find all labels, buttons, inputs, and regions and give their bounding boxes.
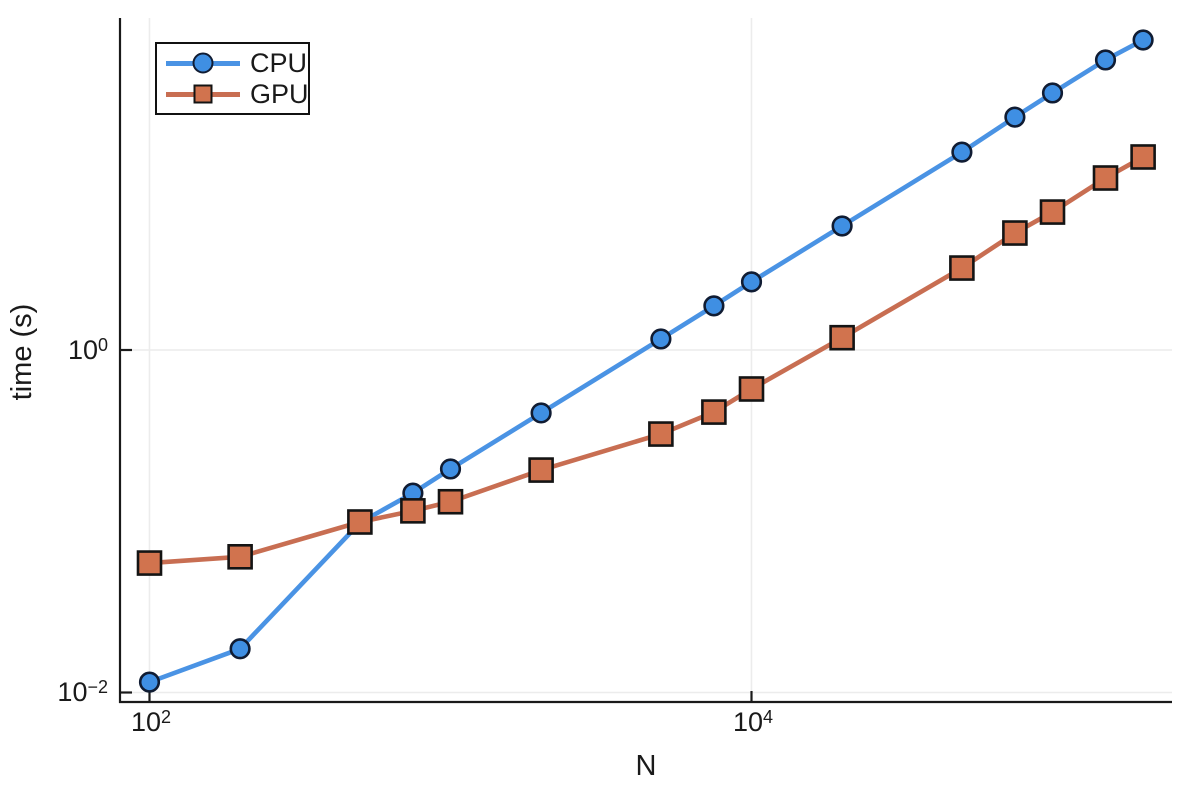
y-tick-base: 10 [57, 677, 88, 707]
x-tick-base: 10 [732, 707, 764, 737]
cpu-series-line [147, 37, 1146, 685]
cpu-data-point [138, 671, 161, 693]
gpu-data-point [136, 550, 163, 576]
gpu-data-point [400, 498, 426, 524]
y-tick-exponent: 0 [97, 335, 108, 355]
cpu-data-point [831, 215, 853, 237]
legend-label-gpu: GPU [250, 78, 309, 109]
legend-item-gpu: GPU [166, 80, 309, 108]
gpu-data-point [528, 457, 554, 483]
y-tick-label-1e0: 100 [0, 336, 108, 364]
legend: CPU GPU [155, 42, 310, 115]
gpu-square-marker-icon [193, 84, 213, 104]
cpu-circle-marker-icon [192, 52, 214, 74]
cpu-data-point [703, 295, 725, 317]
x-tick-base: 10 [130, 707, 162, 737]
gpu-series-line [147, 154, 1146, 566]
cpu-data-point [1132, 29, 1154, 51]
gpu-data-point [347, 509, 373, 535]
cpu-legend-swatch [166, 50, 240, 76]
gpu-data-point [1130, 144, 1156, 170]
x-tick-label-1e2: 102 [131, 708, 171, 736]
cpu-data-point [1004, 106, 1026, 128]
cpu-data-point [530, 402, 552, 424]
gpu-legend-swatch [166, 81, 240, 107]
gpu-data-point [949, 255, 975, 281]
y-tick-base: 10 [67, 335, 98, 365]
x-tick-exponent: 4 [763, 707, 774, 727]
gpu-data-point [738, 376, 765, 402]
cpu-data-point [951, 141, 973, 163]
x-tick-exponent: 2 [161, 707, 172, 727]
gpu-data-point [1002, 220, 1028, 246]
x-axis-label: N [635, 750, 657, 782]
legend-label-cpu: CPU [250, 47, 308, 78]
cpu-data-point [229, 638, 251, 660]
gpu-data-point [829, 324, 855, 351]
gpu-data-point [1039, 199, 1066, 225]
cpu-data-point [1041, 82, 1064, 104]
cpu-data-point [439, 458, 462, 480]
y-tick-exponent: −2 [87, 677, 108, 697]
gpu-data-point [437, 488, 464, 515]
gpu-data-point [648, 421, 674, 447]
gpu-data-point [227, 544, 253, 570]
y-axis-label: time (s) [6, 303, 38, 401]
y-tick-label-1e-2: 10−2 [0, 678, 108, 706]
legend-item-cpu: CPU [166, 49, 307, 77]
cpu-data-point [650, 328, 672, 350]
gpu-data-point [701, 399, 727, 425]
cpu-data-point [1094, 49, 1117, 71]
cpu-data-point [740, 271, 763, 293]
gpu-data-point [1092, 165, 1119, 191]
x-tick-label-1e4: 104 [733, 708, 773, 736]
